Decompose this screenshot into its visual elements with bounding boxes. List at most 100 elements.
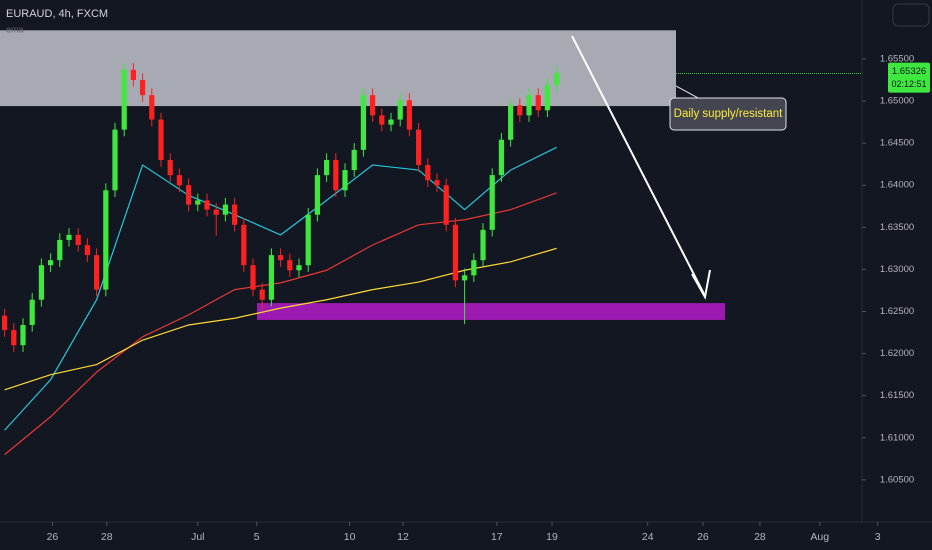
candle-body: [452, 224, 459, 281]
candle-body: [508, 105, 514, 140]
candle-body: [213, 209, 219, 215]
candle-body: [176, 175, 183, 186]
candle-body: [112, 129, 118, 191]
candle-body: [103, 190, 109, 290]
y-tick-label: 1.62500: [880, 306, 914, 317]
candle-body: [554, 73, 560, 86]
candle-body: [38, 265, 45, 300]
candle-body: [20, 324, 26, 346]
candle-body: [498, 139, 505, 176]
last-price-tag: [888, 62, 930, 93]
candle-body: [11, 330, 17, 346]
candle-body: [2, 315, 8, 331]
candle-body: [388, 119, 394, 125]
candle-body: [57, 239, 63, 261]
candle-body: [167, 159, 173, 176]
annotation-connector: [675, 85, 701, 100]
candle-body: [250, 265, 256, 290]
candle-body: [489, 175, 495, 230]
y-tick-label: 1.64500: [880, 138, 914, 149]
annotation-text: Daily supply/resistant: [674, 108, 783, 120]
candle-body: [29, 299, 35, 325]
x-tick-label: 28: [754, 531, 766, 543]
arrow-head: [691, 269, 711, 300]
candle-body: [94, 255, 100, 290]
candle-body: [425, 165, 431, 181]
menu-button[interactable]: [892, 3, 930, 27]
annotation-box: [669, 97, 787, 131]
candle-body: [342, 170, 348, 191]
candle-body: [397, 100, 403, 120]
candle-body: [443, 185, 449, 225]
candle-body: [48, 260, 54, 266]
price-zone: [257, 303, 725, 320]
y-tick-label: 1.64000: [880, 180, 914, 191]
candle-body: [416, 129, 422, 166]
countdown-label: 02:12:51: [891, 79, 926, 89]
x-tick-label: 28: [101, 531, 113, 543]
candle-body: [406, 100, 413, 130]
y-tick-label: 1.61000: [880, 432, 914, 443]
candle-body: [535, 95, 541, 111]
x-tick-label: 19: [546, 531, 558, 543]
x-tick-label: 26: [697, 531, 709, 543]
candle-body: [314, 175, 321, 215]
candle-body: [379, 115, 385, 125]
x-tick-label: Aug: [810, 531, 829, 543]
candle-body: [370, 95, 376, 116]
x-tick-label: 17: [491, 531, 503, 543]
zones: [0, 30, 725, 320]
ema-line: [4, 146, 557, 431]
candle-body: [204, 200, 210, 210]
x-tick-label: 26: [47, 531, 59, 543]
candle-body: [462, 275, 468, 281]
candle-body: [121, 69, 127, 130]
candle-body: [268, 255, 275, 300]
x-tick-label: 12: [397, 531, 409, 543]
candle-body: [305, 214, 311, 266]
candle-body: [296, 265, 302, 271]
candle-body: [232, 204, 238, 225]
candle-body: [222, 204, 229, 215]
y-tick-label: 1.63000: [880, 264, 914, 275]
candle-body: [75, 234, 81, 246]
candle-body: [351, 149, 357, 171]
candles: [2, 63, 560, 352]
candle-body: [287, 260, 293, 271]
candle-body: [278, 255, 284, 261]
candle-body: [66, 234, 72, 240]
candle-body: [434, 180, 440, 186]
candle-body: [333, 159, 339, 191]
candle-body: [480, 229, 486, 261]
x-tick-label: 5: [254, 531, 260, 543]
candle-body: [259, 289, 265, 300]
x-tick-label: Jul: [191, 531, 204, 543]
candle-body: [471, 260, 477, 276]
candle-body: [526, 95, 532, 116]
candle-body: [324, 159, 330, 176]
candle-body: [130, 69, 137, 80]
indicator-label: ema: [6, 24, 24, 34]
ema-line: [4, 192, 557, 456]
candle-body: [517, 105, 523, 116]
last-price-label: 1.65326: [892, 66, 926, 77]
candle-body: [158, 119, 164, 160]
candle-body: [84, 245, 91, 256]
y-tick-label: 1.63500: [880, 222, 914, 233]
candle-body: [195, 200, 201, 205]
price-zone: [0, 30, 676, 107]
candle-body: [149, 95, 155, 120]
y-tick-label: 1.61500: [880, 390, 914, 401]
y-tick-label: 1.65000: [880, 96, 914, 107]
projection-arrow: [571, 35, 706, 297]
y-tick-label: 1.60500: [880, 474, 914, 485]
candle-body: [360, 95, 367, 150]
candle-body: [241, 224, 247, 266]
candle-body: [140, 79, 146, 96]
x-tick-label: 10: [344, 531, 356, 543]
y-tick-label: 1.62000: [880, 348, 914, 359]
x-tick-label: 3: [875, 531, 881, 543]
x-tick-label: 24: [642, 531, 654, 543]
